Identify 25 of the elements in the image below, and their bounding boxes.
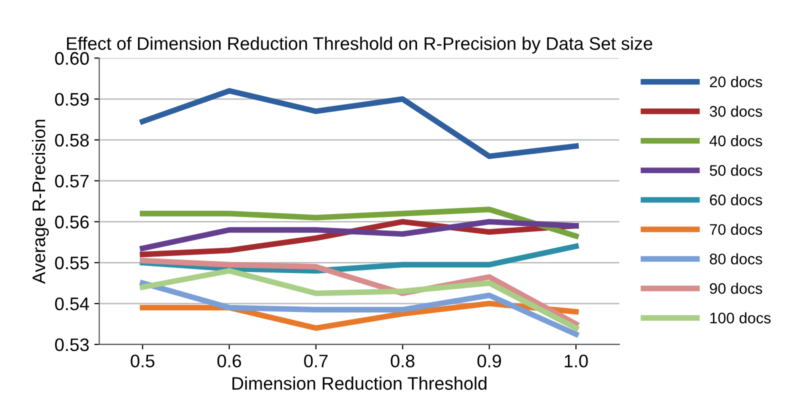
x-tick-label: 1.0 bbox=[564, 354, 588, 368]
legend-label: 70 docs bbox=[710, 224, 762, 235]
x-tick-label: 0.8 bbox=[390, 354, 414, 368]
y-tick-label: 0.59 bbox=[55, 92, 89, 106]
y-tick-label: 0.57 bbox=[55, 174, 89, 188]
y-tick-label: 0.56 bbox=[55, 216, 89, 228]
y-axis-title: Average R-Precision bbox=[32, 120, 49, 284]
y-tick-label: 0.55 bbox=[55, 256, 89, 270]
x-tick-label: 0.5 bbox=[130, 354, 154, 368]
legend-label: 50 docs bbox=[710, 164, 762, 176]
x-tick-label: 0.6 bbox=[217, 354, 242, 368]
legend-label: 30 docs bbox=[710, 106, 762, 117]
y-tick-label: 0.58 bbox=[55, 134, 89, 147]
x-axis-title: Dimension Reduction Threshold bbox=[232, 376, 486, 390]
y-tick-label: 0.60 bbox=[55, 52, 89, 65]
y-tick-label: 0.54 bbox=[55, 297, 90, 310]
legend-label: 20 docs bbox=[710, 76, 762, 88]
y-tick-label: 0.53 bbox=[55, 338, 89, 352]
legend-label: 80 docs bbox=[710, 253, 762, 264]
legend-label: 40 docs bbox=[710, 135, 762, 146]
legend-label: 100 docs bbox=[710, 312, 771, 324]
legend-label: 90 docs bbox=[710, 282, 762, 294]
x-tick-label: 0.7 bbox=[304, 354, 328, 368]
legend-label: 60 docs bbox=[710, 194, 762, 206]
x-tick-label: 0.9 bbox=[477, 354, 501, 368]
